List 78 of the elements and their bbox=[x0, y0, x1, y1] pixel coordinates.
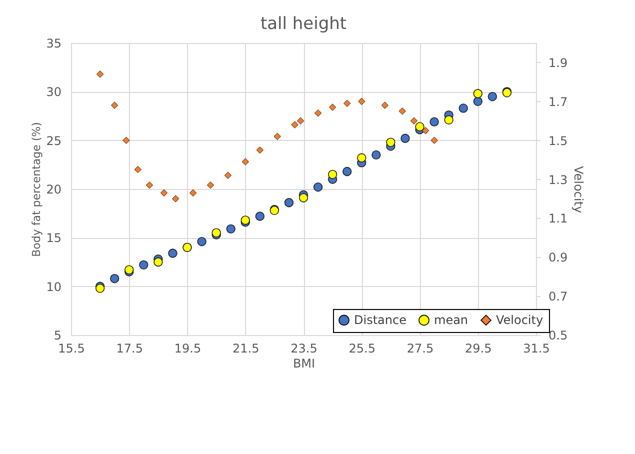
point bbox=[488, 92, 497, 102]
point bbox=[410, 117, 418, 124]
y2-tick-label: 1.9 bbox=[548, 56, 568, 70]
point bbox=[357, 153, 366, 162]
y-tick-label: 25 bbox=[46, 134, 62, 148]
point bbox=[139, 260, 148, 270]
x-tick-label: 19.5 bbox=[174, 342, 202, 356]
point bbox=[242, 158, 249, 166]
point bbox=[197, 236, 206, 246]
x-tick-label: 21.5 bbox=[232, 342, 260, 356]
point bbox=[313, 182, 323, 192]
point bbox=[189, 189, 197, 196]
point bbox=[134, 166, 142, 174]
point bbox=[381, 102, 388, 109]
point bbox=[400, 134, 410, 143]
legend-label: mean bbox=[434, 313, 468, 328]
point bbox=[328, 170, 338, 179]
point bbox=[358, 98, 366, 106]
y-tick-label: 10 bbox=[46, 280, 62, 294]
y2-tick-label: 0.9 bbox=[548, 250, 568, 265]
point bbox=[206, 182, 214, 189]
point bbox=[430, 117, 439, 126]
point bbox=[256, 146, 264, 154]
point bbox=[224, 172, 232, 179]
point bbox=[226, 224, 236, 234]
point bbox=[110, 274, 120, 284]
y-axis-title: Body fat percentage (%) bbox=[30, 122, 44, 257]
y-tick-label: 15 bbox=[46, 231, 62, 246]
point bbox=[473, 89, 482, 98]
y2-axis-title: Velocity bbox=[572, 166, 586, 214]
y2-tick-label: 0.7 bbox=[548, 290, 568, 304]
x-tick-label: 15.5 bbox=[58, 342, 85, 356]
x-tick-label: 31.5 bbox=[523, 342, 550, 356]
y2-tick-label: 1.3 bbox=[548, 172, 568, 187]
point bbox=[168, 248, 178, 258]
point bbox=[343, 100, 351, 107]
y2-tick-label: 1.7 bbox=[548, 94, 568, 109]
point bbox=[154, 257, 163, 267]
point bbox=[415, 122, 424, 132]
point bbox=[291, 121, 298, 128]
point bbox=[296, 117, 304, 124]
y-tick-label: 30 bbox=[46, 85, 62, 100]
x-tick-label: 29.5 bbox=[465, 342, 492, 356]
point bbox=[172, 195, 180, 202]
point bbox=[274, 132, 281, 140]
point bbox=[298, 193, 308, 202]
point bbox=[372, 150, 381, 160]
point bbox=[430, 136, 438, 144]
point bbox=[458, 104, 468, 113]
x-tick-label: 27.5 bbox=[406, 342, 434, 356]
legend-label: Velocity bbox=[496, 313, 544, 328]
point bbox=[422, 126, 430, 134]
point bbox=[473, 96, 482, 106]
point bbox=[386, 138, 396, 147]
point bbox=[146, 182, 154, 189]
point bbox=[398, 108, 406, 115]
point bbox=[122, 136, 130, 144]
y2-tick-label: 1.1 bbox=[548, 212, 568, 226]
x-tick-label: 17.5 bbox=[116, 342, 143, 356]
y-tick-label: 5 bbox=[54, 328, 62, 342]
y2-tick-label: 0.5 bbox=[548, 328, 568, 342]
point bbox=[284, 198, 294, 208]
legend-label: Distance bbox=[354, 313, 406, 328]
point bbox=[328, 104, 336, 111]
point bbox=[444, 115, 454, 124]
point bbox=[314, 109, 322, 117]
x-tick-label: 23.5 bbox=[290, 342, 318, 356]
chart-title: tall height bbox=[260, 14, 347, 34]
point bbox=[110, 102, 118, 109]
y-tick-label: 20 bbox=[46, 182, 62, 196]
point bbox=[96, 70, 104, 78]
point bbox=[255, 212, 264, 221]
point bbox=[160, 189, 168, 196]
x-tick-label: 25.5 bbox=[348, 342, 376, 356]
y-tick-label: 35 bbox=[46, 36, 62, 50]
x-axis-title: BMI bbox=[292, 356, 316, 370]
point bbox=[342, 166, 352, 176]
y2-tick-label: 1.5 bbox=[548, 134, 568, 148]
